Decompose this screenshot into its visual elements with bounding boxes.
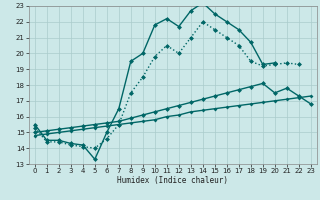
X-axis label: Humidex (Indice chaleur): Humidex (Indice chaleur) [117,176,228,185]
